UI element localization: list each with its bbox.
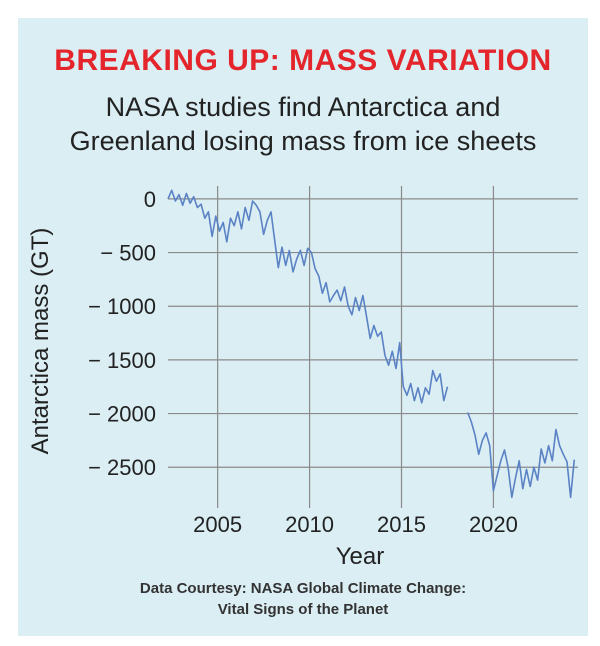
- series-line: [167, 189, 449, 404]
- data-source: Data Courtesy: NASA Global Climate Chang…: [18, 578, 588, 620]
- x-tick-label: 2020: [469, 512, 518, 537]
- y-tick-label: 0: [144, 187, 156, 212]
- y-tick-label: − 1000: [88, 294, 156, 319]
- y-tick-labels: 0 − 500 − 1000 − 1500 − 2000 − 2500: [88, 187, 156, 480]
- x-tick-labels: 2005 2010 2015 2020: [193, 512, 518, 537]
- x-tick-label: 2010: [285, 512, 334, 537]
- chart-title: BREAKING UP: MASS VARIATION: [54, 44, 552, 77]
- mass-series: [167, 189, 576, 499]
- x-axis-label: Year: [336, 543, 385, 570]
- subtitle-line-1: NASA studies find Antarctica and: [105, 92, 501, 122]
- grid-lines: [168, 186, 578, 508]
- subtitle-line-2: Greenland losing mass from ice sheets: [69, 126, 537, 156]
- y-tick-label: − 1500: [88, 348, 156, 373]
- y-tick-label: − 500: [100, 241, 156, 266]
- source-line-1: Data Courtesy: NASA Global Climate Chang…: [139, 580, 467, 597]
- source-line-2: Vital Signs of the Planet: [217, 601, 389, 618]
- series-line: [466, 412, 576, 499]
- y-axis-label: Antarctica mass (GT): [27, 228, 54, 455]
- x-tick-label: 2005: [193, 512, 242, 537]
- antarctica-mass-chart: 0− 500− 1000− 1500− 2000− 2500 2005 2010 2…: [27, 186, 578, 570]
- chart-panel: BREAKING UP: MASS VARIATION NASA studies…: [18, 18, 588, 636]
- chart-subtitle: NASA studies find Antarctica and Greenla…: [18, 90, 588, 158]
- y-tick-label: − 2500: [88, 455, 156, 480]
- x-tick-label: 2015: [377, 512, 426, 537]
- y-tick-label: − 2000: [88, 402, 156, 427]
